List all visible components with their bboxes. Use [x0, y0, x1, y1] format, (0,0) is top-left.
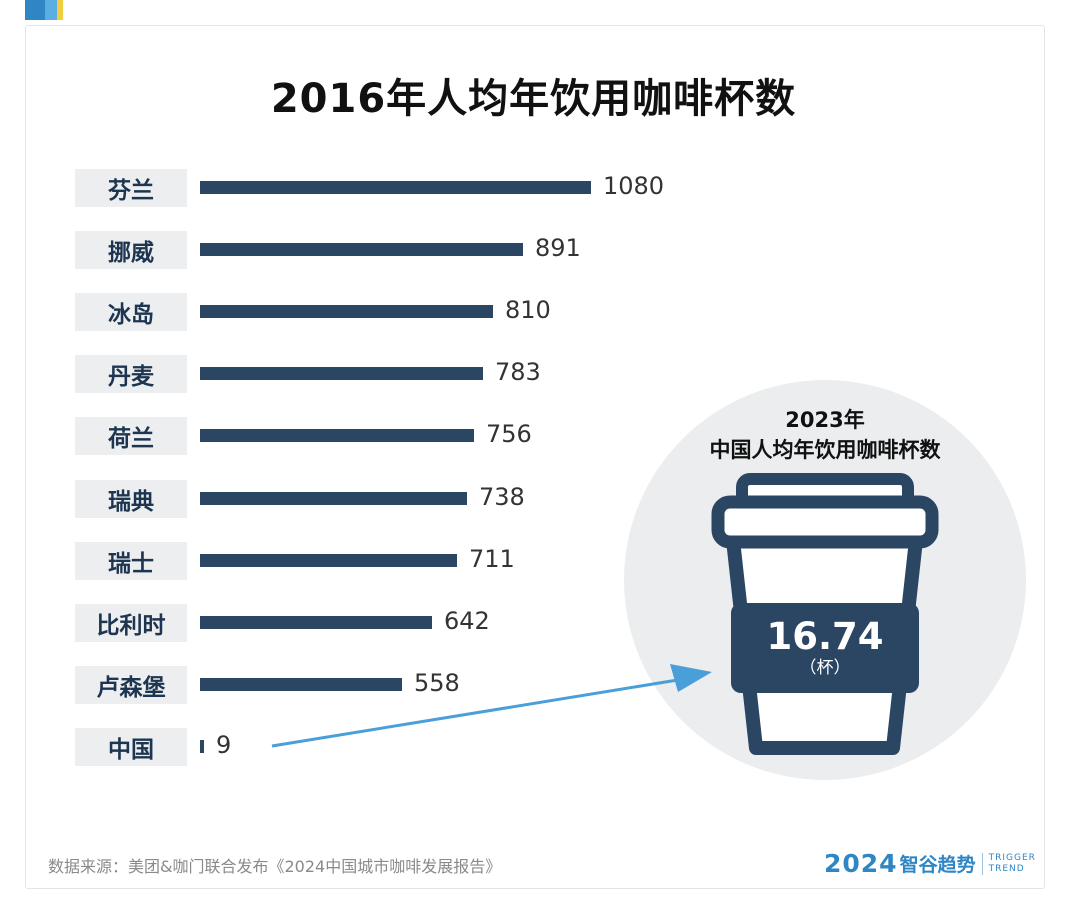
bar-value-label: 783: [495, 358, 541, 386]
brand-year: 2024: [824, 849, 898, 878]
bar-value-label: 642: [444, 607, 490, 635]
brand-name: 智谷趋势: [899, 854, 976, 876]
bar: [200, 554, 457, 567]
category-label: 中国: [75, 728, 187, 766]
bar: [200, 678, 402, 691]
brand-en-line2: TREND: [988, 863, 1025, 874]
brand-divider: [981, 852, 983, 875]
coffee-cup-icon: [711, 473, 939, 755]
cup-sleeve: [731, 603, 919, 693]
corner-accent-blue: [25, 0, 45, 20]
chart-title: 2016年人均年饮用咖啡杯数: [270, 76, 797, 122]
bar: [200, 616, 432, 629]
callout-value: 16.74: [766, 615, 884, 658]
brand-logo: 2024 智谷趋势 TRIGGER TREND: [824, 849, 1036, 878]
bar-value-label: 1080: [603, 172, 665, 200]
bar-value-label: 810: [505, 296, 551, 324]
brand-en-line1: TRIGGER: [988, 852, 1036, 863]
category-label: 挪威: [75, 231, 187, 269]
bar: [200, 740, 204, 753]
bar-value-label: 738: [479, 483, 525, 511]
bar-value-label: 711: [469, 545, 515, 573]
callout-year: 2023年: [785, 408, 865, 432]
category-label: 比利时: [75, 604, 187, 642]
category-label: 卢森堡: [75, 666, 187, 704]
category-label: 丹麦: [75, 355, 187, 393]
arrow-head: [670, 664, 712, 692]
bar: [200, 429, 474, 442]
callout-caption: 中国人均年饮用咖啡杯数: [709, 438, 941, 462]
bar: [200, 492, 467, 505]
bar: [200, 243, 523, 256]
category-label: 瑞典: [75, 480, 187, 518]
category-label: 瑞士: [75, 542, 187, 580]
arrow-line: [271, 664, 712, 748]
brand-en: TRIGGER TREND: [989, 853, 1036, 875]
corner-accent-light: [45, 0, 57, 20]
bar-value-label: 891: [535, 234, 581, 262]
category-label: 荷兰: [75, 417, 187, 455]
bar: [200, 367, 483, 380]
source-note: 数据来源：美团&咖门联合发布《2024中国城市咖啡发展报告》: [48, 857, 502, 876]
bar-value-label: 9: [216, 731, 232, 759]
category-label: 芬兰: [75, 169, 187, 207]
callout-unit: （杯）: [799, 658, 851, 678]
bar: [200, 305, 493, 318]
category-label: 冰岛: [75, 293, 187, 331]
bar-value-label: 756: [486, 420, 532, 448]
bar: [200, 181, 591, 194]
bar-value-label: 558: [414, 669, 460, 697]
corner-accent-yellow: [57, 0, 63, 20]
cup-lid: [711, 495, 939, 549]
